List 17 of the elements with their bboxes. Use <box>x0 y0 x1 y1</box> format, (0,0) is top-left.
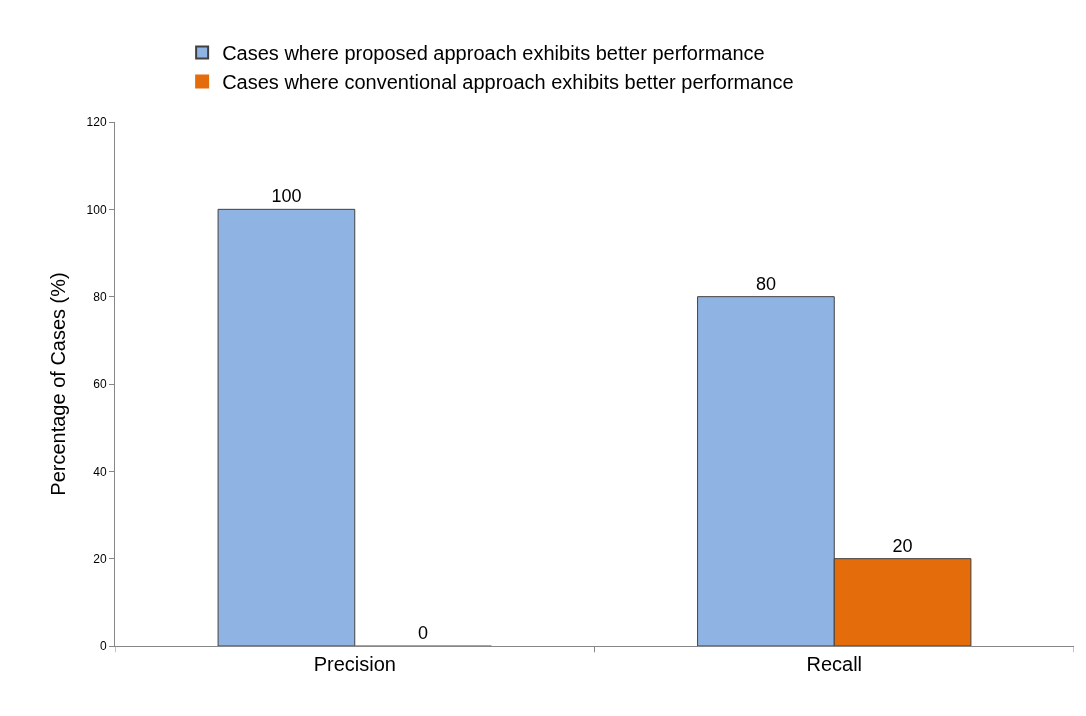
data-label: 0 <box>418 623 429 643</box>
y-tick-label: 60 <box>93 377 107 392</box>
y-tick-label: 80 <box>93 289 107 304</box>
x-tick-label: Precision <box>313 653 396 675</box>
y-tick-label: 100 <box>86 202 107 217</box>
data-label: 100 <box>271 186 302 207</box>
x-tick-label: Recall <box>806 653 863 675</box>
legend-label: Cases where proposed approach exhibits better performance <box>222 42 765 65</box>
y-tick-label: 0 <box>99 639 107 654</box>
bar <box>217 208 356 646</box>
y-axis-title: Percentage of Cases (%) <box>47 272 70 496</box>
y-tick-label: 40 <box>93 464 107 479</box>
y-tick-label: 20 <box>93 551 107 566</box>
legend-label: Cases where conventional approach exhibits better performance <box>222 71 794 94</box>
data-label: 20 <box>892 535 913 556</box>
y-tick-label: 120 <box>86 115 107 130</box>
data-label: 80 <box>755 273 776 294</box>
